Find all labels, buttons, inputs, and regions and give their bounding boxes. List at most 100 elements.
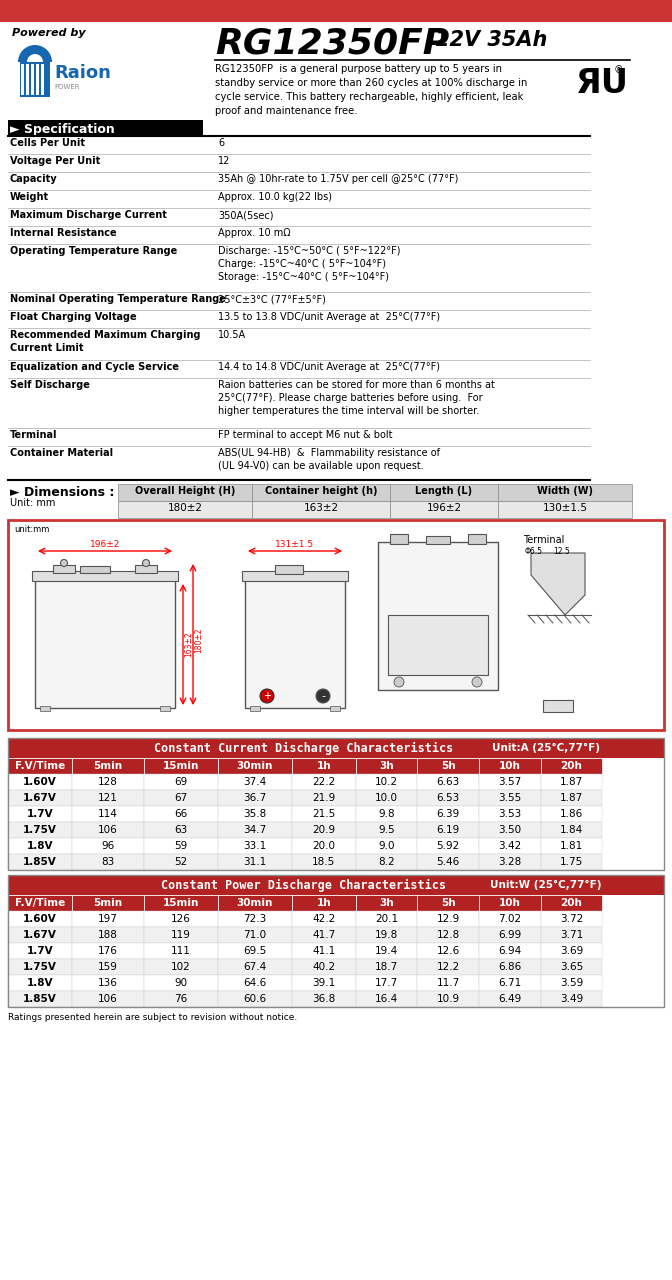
Text: 83: 83 xyxy=(101,858,114,867)
Bar xyxy=(144,991,218,1007)
Bar xyxy=(355,927,417,943)
Bar xyxy=(72,991,144,1007)
Bar xyxy=(426,536,450,544)
Text: F.V/Time: F.V/Time xyxy=(15,762,65,771)
Text: 10.0: 10.0 xyxy=(375,794,398,803)
Bar xyxy=(144,854,218,870)
Text: 5min: 5min xyxy=(93,899,122,908)
Text: 36.7: 36.7 xyxy=(243,794,266,803)
Text: 3.71: 3.71 xyxy=(560,931,583,940)
Text: 1.67V: 1.67V xyxy=(23,931,57,940)
Text: 63: 63 xyxy=(174,826,187,835)
Bar xyxy=(540,943,602,959)
Bar xyxy=(417,943,479,959)
Bar xyxy=(479,911,540,927)
Text: 163±2: 163±2 xyxy=(304,503,339,513)
Bar xyxy=(8,758,72,774)
Bar xyxy=(479,838,540,854)
Text: 6.71: 6.71 xyxy=(498,978,521,988)
Text: 21.9: 21.9 xyxy=(312,794,335,803)
Text: 3.28: 3.28 xyxy=(498,858,521,867)
Text: 1.75: 1.75 xyxy=(560,858,583,867)
Text: 6.53: 6.53 xyxy=(436,794,460,803)
Bar xyxy=(479,975,540,991)
Text: 12: 12 xyxy=(218,156,230,166)
Text: Powered by: Powered by xyxy=(12,28,85,38)
Bar xyxy=(277,566,301,573)
Text: 5h: 5h xyxy=(441,762,456,771)
Text: 180±2: 180±2 xyxy=(194,627,203,653)
Bar xyxy=(292,758,355,774)
Text: Voltage Per Unit: Voltage Per Unit xyxy=(10,156,100,166)
Bar xyxy=(292,991,355,1007)
Bar xyxy=(41,64,44,95)
Text: 14.4 to 14.8 VDC/unit Average at  25°C(77°F): 14.4 to 14.8 VDC/unit Average at 25°C(77… xyxy=(218,362,440,372)
Bar xyxy=(292,822,355,838)
Text: 1.87: 1.87 xyxy=(560,794,583,803)
Bar xyxy=(540,959,602,975)
Bar xyxy=(218,790,292,806)
Text: 5h: 5h xyxy=(441,899,456,908)
Text: 71.0: 71.0 xyxy=(243,931,266,940)
Bar xyxy=(144,806,218,822)
Text: Approx. 10 mΩ: Approx. 10 mΩ xyxy=(218,228,290,238)
Text: 6: 6 xyxy=(218,138,224,148)
Bar xyxy=(479,943,540,959)
Circle shape xyxy=(260,689,274,703)
Bar xyxy=(355,991,417,1007)
Wedge shape xyxy=(18,45,52,61)
Bar xyxy=(8,854,72,870)
Bar xyxy=(8,790,72,806)
Bar xyxy=(8,927,72,943)
Text: 1.67V: 1.67V xyxy=(23,794,57,803)
Text: unit:mm: unit:mm xyxy=(14,525,49,534)
Circle shape xyxy=(142,559,149,567)
Bar xyxy=(72,806,144,822)
Text: 1.75V: 1.75V xyxy=(23,826,57,835)
Bar xyxy=(144,758,218,774)
Text: Unit:A (25°C,77°F): Unit:A (25°C,77°F) xyxy=(492,742,600,753)
Bar xyxy=(355,774,417,790)
Bar xyxy=(31,64,34,95)
Bar xyxy=(417,790,479,806)
Text: 36.8: 36.8 xyxy=(312,995,335,1004)
Bar xyxy=(479,758,540,774)
Text: 12V 35Ah: 12V 35Ah xyxy=(435,29,548,50)
Bar xyxy=(72,838,144,854)
Bar xyxy=(144,895,218,911)
Bar xyxy=(72,790,144,806)
Bar xyxy=(540,895,602,911)
Bar xyxy=(144,822,218,838)
Bar xyxy=(8,822,72,838)
Bar xyxy=(540,838,602,854)
Text: 188: 188 xyxy=(98,931,118,940)
Text: 114: 114 xyxy=(98,809,118,819)
Bar xyxy=(242,571,348,581)
Text: 69.5: 69.5 xyxy=(243,946,266,956)
Text: 69: 69 xyxy=(174,777,187,787)
Text: 10.2: 10.2 xyxy=(375,777,398,787)
Bar xyxy=(8,895,72,911)
Bar xyxy=(118,500,252,518)
Text: Approx. 10.0 kg(22 lbs): Approx. 10.0 kg(22 lbs) xyxy=(218,192,332,202)
Bar xyxy=(8,876,664,1007)
Text: 10.9: 10.9 xyxy=(437,995,460,1004)
Text: 18.7: 18.7 xyxy=(375,963,398,972)
Text: POWER: POWER xyxy=(54,84,79,90)
Text: 196±2: 196±2 xyxy=(90,540,120,549)
Text: 30min: 30min xyxy=(237,899,273,908)
Text: 126: 126 xyxy=(171,914,191,924)
Text: FP terminal to accept M6 nut & bolt: FP terminal to accept M6 nut & bolt xyxy=(218,430,392,440)
Bar xyxy=(498,484,632,500)
Text: 163±2: 163±2 xyxy=(184,632,193,658)
Text: 60.6: 60.6 xyxy=(243,995,266,1004)
Text: 41.7: 41.7 xyxy=(312,931,335,940)
Text: 3.55: 3.55 xyxy=(498,794,521,803)
Text: 19.4: 19.4 xyxy=(375,946,398,956)
Text: 1.85V: 1.85V xyxy=(23,858,56,867)
Text: 1.60V: 1.60V xyxy=(23,777,56,787)
Bar xyxy=(355,943,417,959)
Text: 3.50: 3.50 xyxy=(498,826,521,835)
Text: 3h: 3h xyxy=(379,762,394,771)
Text: 1.7V: 1.7V xyxy=(27,946,53,956)
